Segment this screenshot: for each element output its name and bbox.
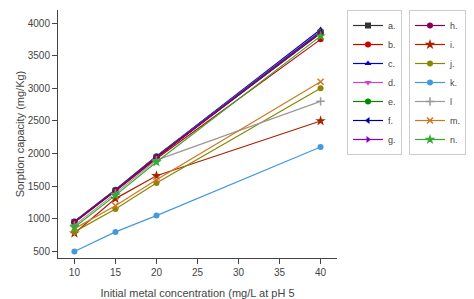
svg-text:1500: 1500 — [28, 181, 51, 192]
svg-text:3500: 3500 — [28, 50, 51, 61]
svg-text:10: 10 — [69, 267, 81, 278]
svg-text:j.: j. — [449, 59, 455, 69]
svg-text:2000: 2000 — [28, 148, 51, 159]
svg-text:500: 500 — [33, 246, 50, 257]
svg-text:n.: n. — [450, 135, 458, 145]
svg-text:g.: g. — [388, 135, 396, 145]
svg-text:k.: k. — [450, 78, 457, 88]
svg-text:h.: h. — [450, 21, 458, 31]
svg-text:1000: 1000 — [28, 213, 51, 224]
svg-text:20: 20 — [151, 267, 163, 278]
svg-text:a.: a. — [388, 21, 396, 31]
svg-text:3000: 3000 — [28, 83, 51, 94]
svg-text:m.: m. — [450, 116, 460, 126]
svg-text:2500: 2500 — [28, 115, 51, 126]
svg-text:4000: 4000 — [28, 18, 51, 29]
svg-text:25: 25 — [192, 267, 204, 278]
svg-text:b.: b. — [388, 40, 396, 50]
svg-text:f.: f. — [388, 116, 393, 126]
svg-text:e.: e. — [388, 97, 396, 107]
svg-text:l: l — [450, 97, 452, 107]
svg-text:c.: c. — [388, 59, 395, 69]
svg-text:d.: d. — [388, 78, 396, 88]
svg-text:i.: i. — [450, 40, 455, 50]
svg-text:15: 15 — [110, 267, 122, 278]
svg-text:Sorption capacity (mg/Kg): Sorption capacity (mg/Kg) — [14, 71, 26, 198]
svg-text:35: 35 — [274, 267, 286, 278]
svg-text:Initial metal concentration (m: Initial metal concentration (mg/L at pH … — [100, 287, 294, 299]
svg-text:40: 40 — [315, 267, 327, 278]
svg-text:30: 30 — [233, 267, 245, 278]
